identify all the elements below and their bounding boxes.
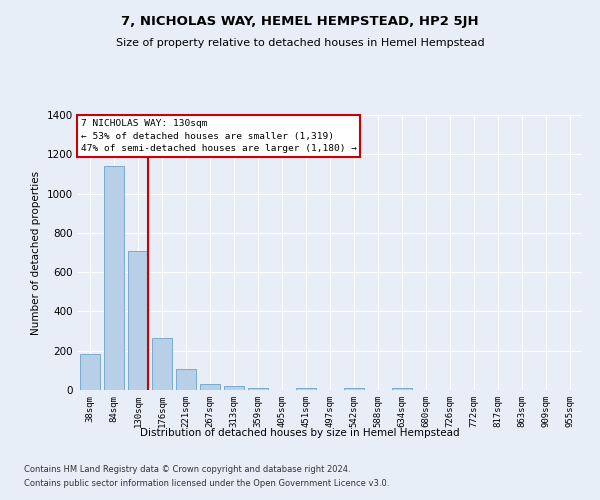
Text: Contains HM Land Registry data © Crown copyright and database right 2024.: Contains HM Land Registry data © Crown c… bbox=[24, 466, 350, 474]
Y-axis label: Number of detached properties: Number of detached properties bbox=[31, 170, 41, 334]
Bar bbox=[224, 386, 244, 390]
Text: 7, NICHOLAS WAY, HEMEL HEMPSTEAD, HP2 5JH: 7, NICHOLAS WAY, HEMEL HEMPSTEAD, HP2 5J… bbox=[121, 15, 479, 28]
Bar bbox=[176, 370, 196, 390]
Bar bbox=[152, 338, 172, 390]
Text: Contains public sector information licensed under the Open Government Licence v3: Contains public sector information licen… bbox=[24, 479, 389, 488]
Bar bbox=[392, 388, 412, 390]
Text: Size of property relative to detached houses in Hemel Hempstead: Size of property relative to detached ho… bbox=[116, 38, 484, 48]
Bar bbox=[296, 388, 316, 390]
Bar bbox=[344, 388, 364, 390]
Bar bbox=[80, 354, 100, 390]
Bar bbox=[200, 384, 220, 390]
Bar bbox=[128, 250, 148, 390]
Bar bbox=[104, 166, 124, 390]
Text: Distribution of detached houses by size in Hemel Hempstead: Distribution of detached houses by size … bbox=[140, 428, 460, 438]
Bar bbox=[248, 388, 268, 390]
Text: 7 NICHOLAS WAY: 130sqm
← 53% of detached houses are smaller (1,319)
47% of semi-: 7 NICHOLAS WAY: 130sqm ← 53% of detached… bbox=[80, 119, 356, 153]
